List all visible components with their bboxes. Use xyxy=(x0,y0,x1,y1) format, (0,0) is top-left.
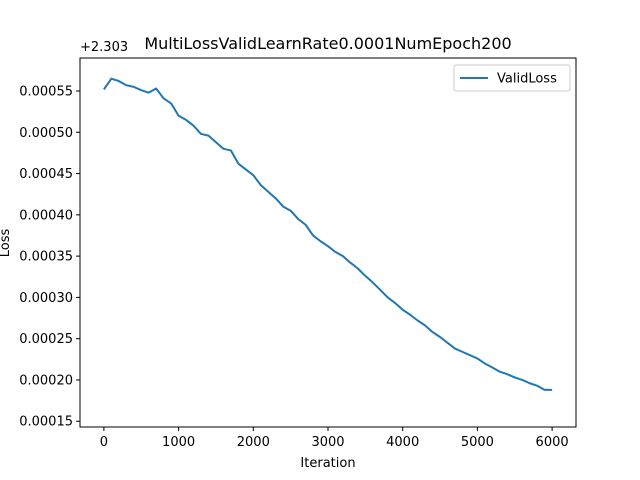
chart-title: MultiLossValidLearnRate0.0001NumEpoch200 xyxy=(144,34,511,53)
series-layer xyxy=(103,77,553,391)
y-tick-label: 0.00030 xyxy=(19,291,73,306)
y-tick-label: 0.00035 xyxy=(19,250,73,265)
x-tick-label: 3000 xyxy=(311,435,344,450)
x-axis-label: Iteration xyxy=(300,456,355,471)
y-tick-label: 0.00025 xyxy=(19,332,73,347)
x-tick-label: 5000 xyxy=(461,435,494,450)
legend-box xyxy=(453,64,571,92)
y-tick-label: 0.00020 xyxy=(19,373,73,388)
y-tick-label: 0.00055 xyxy=(19,85,73,100)
x-axis-ticks: 0 1000 2000 3000 4000 5000 6000 xyxy=(100,427,569,450)
y-tick-label: 0.00015 xyxy=(19,415,73,430)
series-line-validloss xyxy=(103,77,553,391)
x-tick-label: 6000 xyxy=(536,435,569,450)
y-axis-label: Loss xyxy=(0,229,13,258)
y-tick-label: 0.00045 xyxy=(19,167,73,182)
y-offset-label: +2.303 xyxy=(80,40,128,55)
x-tick-label: 1000 xyxy=(162,435,195,450)
y-axis-ticks: 0.00015 0.00020 0.00025 0.00030 0.00035 0.000… xyxy=(19,85,80,430)
y-tick-label: 0.00050 xyxy=(19,126,73,141)
x-tick-label: 4000 xyxy=(386,435,419,450)
x-tick-label: 0 xyxy=(100,435,108,450)
x-tick-label: 2000 xyxy=(237,435,270,450)
legend: ValidLoss xyxy=(453,64,571,92)
y-tick-label: 0.00040 xyxy=(19,208,73,223)
legend-label-validloss: ValidLoss xyxy=(497,72,557,87)
